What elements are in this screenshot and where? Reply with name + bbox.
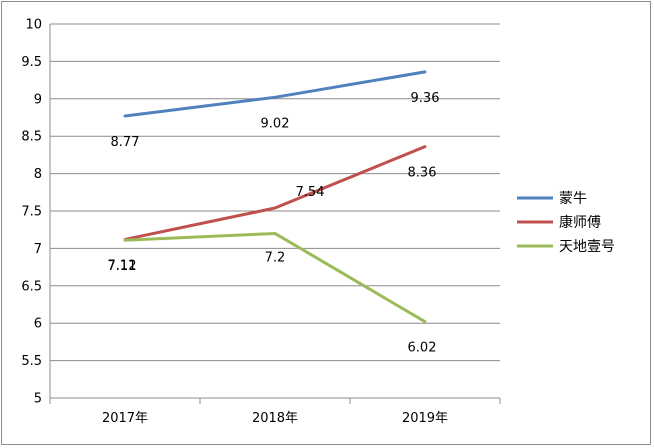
y-tick-label: 6: [34, 317, 42, 332]
y-tick-label: 7.5: [21, 205, 42, 220]
data-label: 6.02: [408, 341, 437, 356]
data-label: 7.11: [108, 259, 137, 274]
axes: 5 5.5 6 6.5 7 7.5 8 8.5 9 9.5 10 2017年 2018年 2019年: [21, 18, 501, 426]
y-tick-label: 9.5: [21, 55, 42, 70]
y-tick-label: 7: [34, 242, 42, 257]
data-labels: 8.77 9.02 9.36 7.12 7.54 8.36 7.11 7.2 6.02: [108, 91, 440, 356]
y-tick-label: 5: [34, 392, 42, 407]
legend-label: 蒙牛: [559, 191, 587, 207]
y-tick-label: 9: [34, 92, 42, 107]
data-label: 8.77: [111, 135, 140, 150]
series-line-0: [123, 70, 427, 118]
y-tick-label: 5.5: [21, 354, 42, 369]
legend-label: 康师傅: [559, 214, 601, 231]
y-tick-label: 6.5: [21, 279, 42, 294]
legend-label: 天地壹号: [559, 239, 615, 255]
data-label: 7.2: [265, 250, 286, 265]
data-label: 9.36: [411, 91, 440, 106]
x-tick-label: 2017年: [102, 411, 148, 426]
x-tick-label: 2019年: [402, 411, 448, 426]
y-tick-label: 8: [34, 167, 42, 182]
series-lines: [123, 70, 427, 324]
data-label: 9.02: [261, 116, 290, 131]
data-label: 8.36: [408, 166, 437, 181]
y-tick-label: 8.5: [21, 130, 42, 145]
data-label: 7.54: [296, 185, 325, 200]
x-tick-label: 2018年: [252, 411, 298, 426]
y-tick-label: 10: [25, 18, 42, 33]
series-line-1: [123, 145, 427, 241]
series-line-2: [123, 231, 427, 324]
data-label: 7.12: [108, 258, 137, 273]
